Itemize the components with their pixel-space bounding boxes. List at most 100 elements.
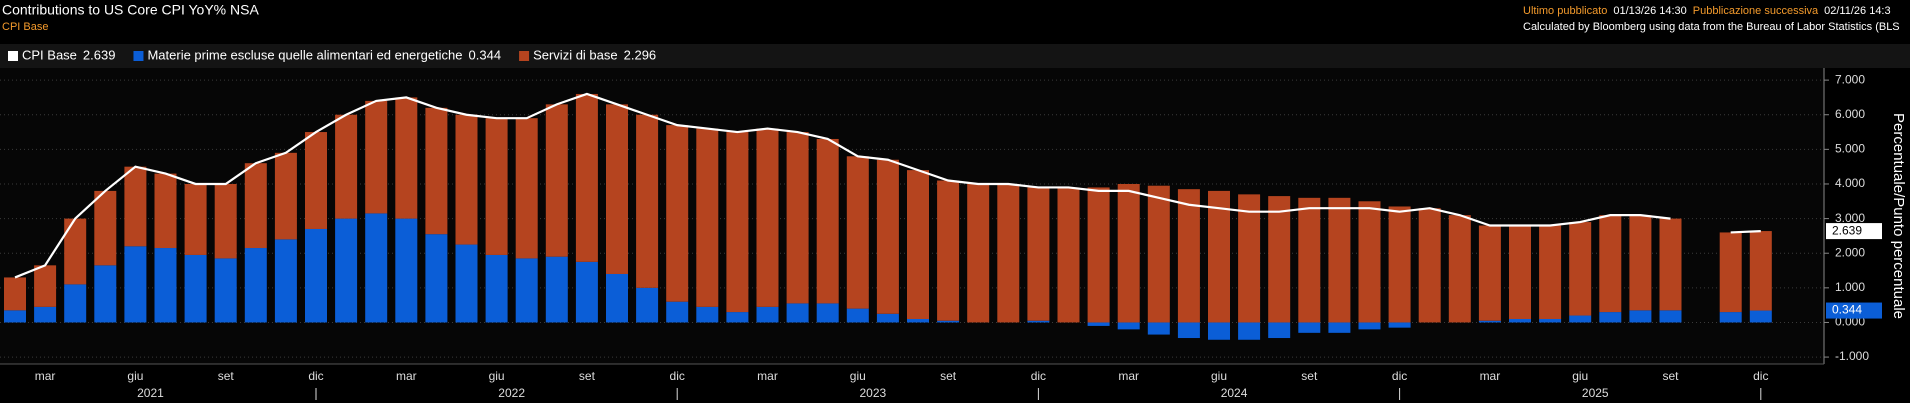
year-label: 2024 — [1221, 386, 1248, 400]
next-label: Pubblicazione successiva — [1693, 5, 1819, 17]
y-tick-label: 4.000 — [1835, 176, 1865, 190]
bar — [1599, 215, 1622, 313]
bar — [876, 159, 899, 314]
chart-subtitle: CPI Base — [2, 21, 48, 33]
bar — [184, 254, 207, 323]
bar — [1147, 185, 1170, 323]
bar — [1328, 322, 1351, 333]
y-tick-label: 7.000 — [1835, 72, 1865, 86]
bar — [154, 173, 177, 249]
bar — [545, 104, 568, 257]
year-label: 2021 — [137, 386, 164, 400]
bar — [485, 254, 508, 323]
bar — [515, 258, 538, 323]
x-tick-label: giu — [127, 369, 143, 383]
bar — [1208, 322, 1230, 340]
legend-value: 0.344 — [469, 47, 502, 62]
legend-swatch — [133, 51, 144, 61]
bar — [666, 301, 689, 323]
legend-band — [0, 44, 1910, 68]
bar — [967, 183, 990, 323]
bar — [876, 313, 899, 323]
last-published: 01/13/26 14:30 — [1613, 5, 1686, 17]
legend-label: Servizi di base — [533, 47, 618, 62]
bar — [1268, 196, 1291, 323]
x-tick-label: dic — [308, 369, 323, 383]
bar — [846, 156, 869, 309]
x-tick-label: mar — [396, 369, 417, 383]
y-tick-label: 3.000 — [1835, 211, 1865, 225]
bar — [1749, 231, 1772, 311]
bar — [816, 138, 839, 304]
bar — [846, 308, 869, 323]
legend-value: 2.296 — [624, 47, 657, 62]
value-callout: 0.344 — [1832, 303, 1862, 317]
bar — [1087, 187, 1110, 323]
bar — [1478, 320, 1501, 323]
bar — [756, 306, 779, 323]
bar — [1027, 187, 1050, 321]
bar — [94, 190, 117, 266]
bar — [214, 258, 237, 323]
value-callout: 2.639 — [1832, 223, 1862, 237]
bar — [1268, 322, 1291, 339]
bar — [1418, 208, 1441, 323]
x-tick-label: mar — [35, 369, 56, 383]
bar — [1629, 310, 1652, 323]
value-callout-box — [1826, 302, 1882, 319]
legend-label: CPI Base — [22, 47, 77, 62]
x-tick-label: set — [1662, 369, 1679, 383]
legend-swatch — [519, 51, 530, 61]
bar — [1629, 215, 1652, 311]
y-tick-label: 2.000 — [1835, 245, 1865, 259]
x-tick-label: giu — [489, 369, 505, 383]
bar — [1749, 310, 1772, 323]
bar — [154, 248, 177, 323]
legend-label: Materie prime escluse quelle alimentari … — [147, 47, 462, 62]
next-published: 02/11/26 14:3 — [1824, 5, 1890, 17]
bar — [1358, 201, 1381, 323]
bar — [1358, 322, 1381, 330]
bar — [1509, 225, 1531, 319]
bar — [1539, 225, 1562, 319]
bar — [756, 128, 779, 307]
bar — [455, 244, 478, 323]
bar — [1659, 218, 1682, 311]
bar — [726, 312, 749, 323]
bar — [1328, 197, 1351, 323]
bar — [64, 284, 87, 323]
bar — [335, 218, 358, 323]
chart-title: Contributions to US Core CPI YoY% NSA — [2, 2, 259, 18]
bar — [606, 273, 628, 323]
bar — [1147, 322, 1170, 335]
bar — [305, 132, 327, 229]
bar — [214, 183, 237, 259]
bar — [786, 303, 809, 323]
bar — [606, 104, 628, 274]
x-tick-label: dic — [1753, 369, 1768, 383]
bar — [1388, 206, 1411, 323]
bar — [395, 218, 418, 323]
bar — [425, 234, 448, 323]
bar — [274, 239, 297, 323]
source-note: Calculated by Bloomberg using data from … — [1523, 21, 1900, 33]
bar — [1719, 232, 1742, 313]
bar — [94, 265, 117, 323]
bar — [636, 114, 659, 288]
bar — [515, 118, 538, 259]
bar — [1509, 318, 1531, 323]
bar — [425, 107, 448, 235]
bar — [365, 100, 388, 214]
bar — [937, 320, 960, 323]
bar — [1027, 320, 1050, 323]
bar — [907, 170, 929, 319]
x-tick-label: set — [1301, 369, 1318, 383]
bar — [1478, 225, 1501, 321]
bar — [1569, 315, 1592, 323]
bar — [1238, 322, 1261, 340]
y-tick-label: 6.000 — [1835, 107, 1865, 121]
bar — [335, 114, 358, 219]
bar — [124, 246, 147, 323]
